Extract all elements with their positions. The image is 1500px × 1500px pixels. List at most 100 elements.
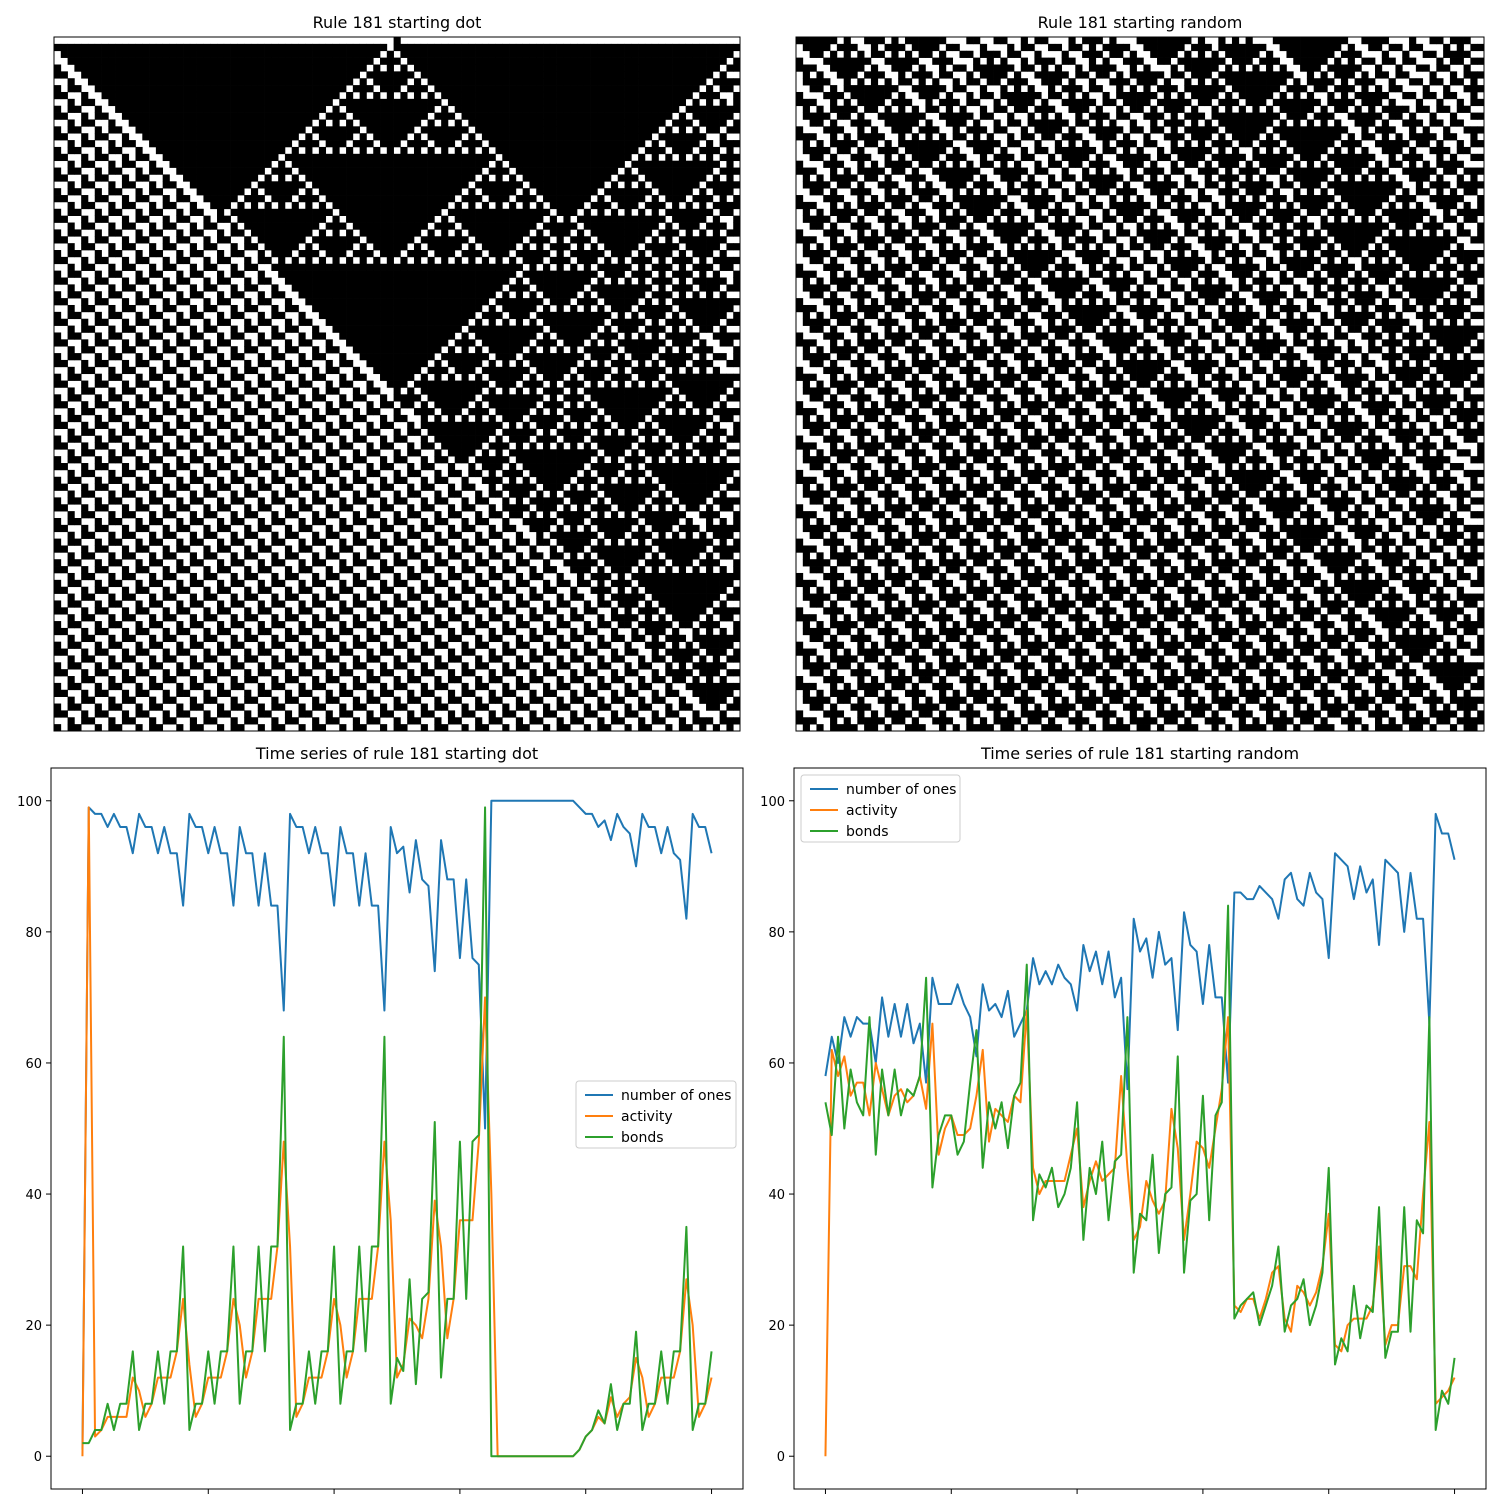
ca-cell — [481, 105, 490, 113]
ca-cell — [604, 394, 612, 402]
ca-cell — [67, 449, 75, 457]
ca-cell — [604, 449, 612, 457]
ca-cell — [638, 91, 646, 100]
ca-cell — [189, 98, 197, 107]
ca-cell — [359, 119, 367, 127]
ca-cell — [685, 483, 693, 491]
ca-cell — [515, 140, 523, 148]
ca-cell — [217, 311, 225, 320]
ca-cell — [536, 140, 544, 148]
ca-cell — [74, 126, 82, 134]
ca-cell — [699, 229, 707, 237]
ca-cell — [475, 160, 483, 168]
ca-cell — [420, 188, 428, 196]
ca-cell — [712, 229, 720, 237]
ca-cell — [522, 270, 530, 278]
ca-cell — [733, 311, 741, 320]
ca-cell — [121, 85, 130, 93]
ca-cell — [441, 366, 449, 375]
ca-cell — [481, 85, 490, 93]
ca-cell — [536, 188, 544, 196]
ca-cell — [407, 373, 415, 381]
ca-cell — [244, 236, 252, 244]
ca-cell — [583, 325, 591, 333]
ca-cell — [604, 140, 612, 148]
ca-cell — [699, 71, 707, 79]
ca-cell — [610, 195, 619, 203]
ca-cell — [346, 57, 354, 65]
ca-cell — [726, 408, 734, 416]
ca-cell — [488, 208, 496, 216]
ca-cell — [509, 346, 517, 354]
ca-cell — [522, 119, 530, 127]
ca-cell — [217, 98, 225, 107]
ca-cell — [509, 126, 517, 134]
ca-cell — [447, 160, 456, 168]
ca-cell — [563, 469, 571, 478]
ca-cell — [339, 64, 347, 72]
ca-cell — [271, 64, 279, 72]
ca-cell — [81, 449, 89, 457]
ca-cell — [685, 394, 693, 402]
ca-cell — [135, 353, 143, 361]
ca-cell — [298, 64, 306, 72]
ca-cell — [108, 428, 116, 436]
ca-cell — [427, 318, 435, 326]
ca-cell — [278, 353, 286, 361]
ca-cell — [54, 483, 62, 491]
ca-cell — [597, 57, 605, 65]
ca-cell — [502, 346, 510, 354]
ca-cell — [461, 346, 469, 354]
ca-cell — [400, 50, 408, 58]
ca-cell — [658, 421, 666, 430]
ca-cell — [672, 353, 680, 361]
ca-cell — [658, 91, 666, 100]
ca-cell — [271, 332, 279, 340]
ca-cell — [291, 133, 299, 141]
ca-cell — [176, 318, 184, 326]
ca-cell — [250, 71, 259, 79]
ca-cell — [536, 435, 544, 443]
ca-cell — [549, 408, 557, 416]
ca-cell — [413, 325, 422, 333]
ca-cell — [264, 359, 272, 368]
ca-cell — [60, 236, 68, 244]
ca-cell — [128, 43, 136, 52]
ca-cell — [400, 222, 408, 230]
ca-cell — [339, 414, 347, 423]
ca-cell — [712, 43, 720, 52]
ca-cell — [271, 373, 279, 381]
ca-cell — [176, 277, 184, 285]
ca-cell — [651, 449, 659, 457]
ca-cell — [264, 208, 272, 216]
ca-cell — [631, 188, 639, 196]
ca-cell — [672, 167, 680, 175]
ca-cell — [257, 504, 265, 512]
ca-cell — [692, 359, 700, 368]
ca-cell — [189, 366, 197, 375]
ca-cell — [692, 394, 700, 402]
ca-cell — [121, 277, 130, 285]
ca-cell — [488, 43, 496, 52]
ca-cell — [60, 298, 68, 306]
ca-cell — [699, 208, 707, 216]
ca-cell — [366, 126, 374, 134]
ca-cell — [407, 291, 415, 299]
ca-cell — [162, 442, 170, 450]
ca-cell — [692, 243, 700, 251]
ca-cell — [373, 146, 381, 155]
ca-cell — [291, 98, 299, 107]
ca-cell — [339, 201, 347, 210]
ca-cell — [149, 64, 157, 72]
ca-cell — [67, 304, 75, 313]
ca-cell — [651, 222, 659, 230]
ca-cell — [393, 311, 401, 320]
ca-cell — [312, 181, 320, 189]
ca-cell — [420, 284, 428, 292]
ca-cell — [284, 339, 293, 347]
ca-cell — [244, 160, 252, 168]
ca-cell — [502, 373, 510, 381]
ca-cell — [60, 442, 68, 450]
ca-cell — [495, 236, 503, 244]
ca-cell — [298, 414, 306, 423]
